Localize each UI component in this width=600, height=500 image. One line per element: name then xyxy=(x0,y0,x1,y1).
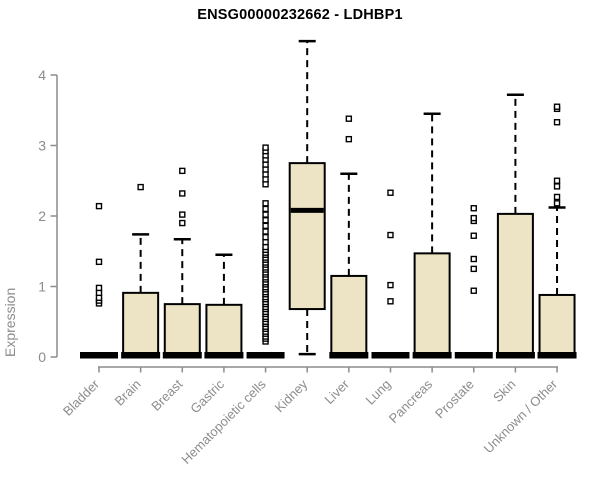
box-skin xyxy=(496,212,534,358)
box-breast xyxy=(163,303,201,358)
outlier-point-unknown-other xyxy=(553,183,561,190)
x-tick-label-prostate: Prostate xyxy=(432,377,477,422)
outlier-point-lung xyxy=(387,298,394,305)
outlier-point-hematopoietic-cells xyxy=(262,211,269,218)
box-kidney xyxy=(288,162,326,311)
outlier-point-bladder xyxy=(95,284,103,292)
median-bar-skin xyxy=(495,352,535,359)
outlier-point-prostate xyxy=(470,214,477,222)
outlier-point-hematopoietic-cells xyxy=(262,144,269,151)
y-tick-label: 1 xyxy=(38,279,46,295)
outlier-point-bladder xyxy=(95,258,103,266)
box-brain xyxy=(122,291,160,358)
outlier-point-prostate xyxy=(470,255,477,263)
y-tick-label: 3 xyxy=(38,138,46,154)
outlier-point-unknown-other xyxy=(553,103,561,110)
outlier-point-liver xyxy=(345,135,353,143)
median-bar-kidney xyxy=(290,207,324,213)
chart-title: ENSG00000232662 - LDHBP1 xyxy=(197,7,403,23)
y-tick-label: 4 xyxy=(38,67,46,83)
outlier-point-hematopoietic-cells xyxy=(262,200,269,207)
outlier-point-hematopoietic-cells xyxy=(262,217,269,224)
outlier-point-breast xyxy=(179,211,186,218)
x-tick-label-skin: Skin xyxy=(490,377,518,405)
outlier-point-prostate xyxy=(470,205,477,212)
outlier-point-breast xyxy=(179,190,186,197)
outlier-point-lung xyxy=(387,281,394,289)
median-bar-pancreas xyxy=(412,352,452,359)
x-tick-label-unknown-other: Unknown / Other xyxy=(481,376,561,456)
box-pancreas xyxy=(413,252,451,359)
collapsed-box-prostate xyxy=(454,352,493,359)
x-tick-label-lung: Lung xyxy=(363,377,394,408)
box-gastric xyxy=(205,303,243,358)
outlier-point-lung xyxy=(387,189,394,196)
x-tick-label-brain: Brain xyxy=(112,377,144,409)
outlier-point-hematopoietic-cells xyxy=(262,222,269,230)
y-tick-label: 0 xyxy=(38,349,46,365)
outlier-point-lung xyxy=(387,231,394,239)
box-liver xyxy=(330,274,368,358)
median-bar-gastric xyxy=(204,352,244,359)
y-tick-label: 2 xyxy=(38,208,46,224)
outlier-point-unknown-other xyxy=(553,119,561,126)
median-bar-unknown-other xyxy=(537,352,577,359)
x-tick-label-gastric: Gastric xyxy=(187,376,227,416)
x-tick-label-bladder: Bladder xyxy=(60,376,103,419)
collapsed-box-hematopoietic-cells xyxy=(246,352,285,359)
outlier-point-unknown-other xyxy=(553,193,561,201)
x-tick-label-kidney: Kidney xyxy=(272,376,311,415)
outlier-point-unknown-other xyxy=(553,177,561,184)
outlier-point-hematopoietic-cells xyxy=(262,205,269,213)
box-unknown-other xyxy=(538,293,576,358)
x-tick-label-liver: Liver xyxy=(321,376,352,407)
x-tick-label-breast: Breast xyxy=(148,376,185,413)
median-bar-breast xyxy=(162,352,202,359)
outlier-point-prostate xyxy=(470,265,477,273)
collapsed-box-lung xyxy=(371,352,410,359)
outlier-point-prostate xyxy=(470,287,477,294)
outlier-point-unknown-other xyxy=(553,200,561,207)
x-tick-label-pancreas: Pancreas xyxy=(386,376,436,426)
median-bar-brain xyxy=(121,352,161,359)
outlier-point-prostate xyxy=(470,232,477,239)
collapsed-box-bladder xyxy=(80,352,118,359)
outlier-point-breast xyxy=(179,219,186,227)
outlier-point-bladder xyxy=(95,202,103,210)
median-bar-liver xyxy=(329,352,369,359)
outlier-point-hematopoietic-cells xyxy=(262,228,269,235)
outlier-point-hematopoietic-cells xyxy=(262,233,269,241)
outlier-point-liver xyxy=(345,115,353,122)
outlier-point-brain xyxy=(137,183,144,191)
outlier-point-breast xyxy=(179,167,186,175)
